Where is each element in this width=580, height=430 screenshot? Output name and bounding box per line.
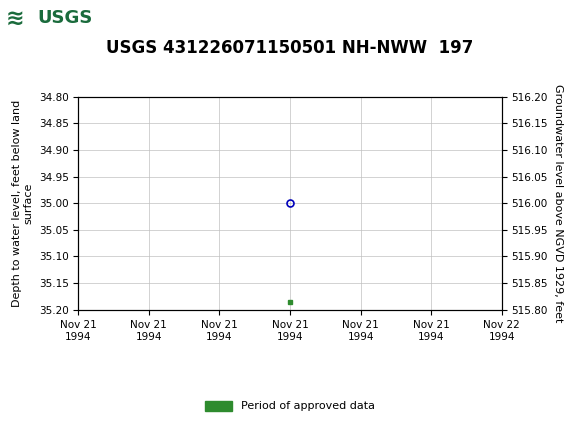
Text: USGS: USGS [38,9,93,27]
Y-axis label: Groundwater level above NGVD 1929, feet: Groundwater level above NGVD 1929, feet [553,84,564,322]
Bar [3,3,119,34]
Text: USGS 431226071150501 NH-NWW  197: USGS 431226071150501 NH-NWW 197 [106,39,474,57]
Legend: Period of approved data: Period of approved data [200,396,380,416]
Y-axis label: Depth to water level, feet below land
surface: Depth to water level, feet below land su… [12,100,33,307]
Text: ≋: ≋ [6,8,24,28]
